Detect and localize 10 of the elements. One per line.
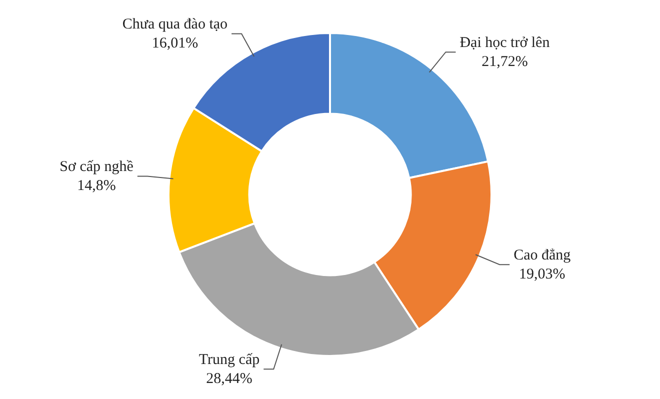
data-label: 28,44% (206, 371, 252, 388)
data-label: 14,8% (77, 178, 116, 194)
slice-label: Sơ cấp nghề (60, 159, 134, 176)
slice-label: Cao đẳng (514, 248, 572, 264)
slice-label: Đại học trở lên (460, 35, 550, 52)
slice-label: Trung cấp (198, 352, 260, 368)
data-label: 21,72% (482, 54, 528, 70)
slice-label: Chưa qua đào tạo (122, 16, 228, 33)
data-label: 19,03% (519, 266, 566, 282)
data-label: 16,01% (152, 36, 198, 52)
